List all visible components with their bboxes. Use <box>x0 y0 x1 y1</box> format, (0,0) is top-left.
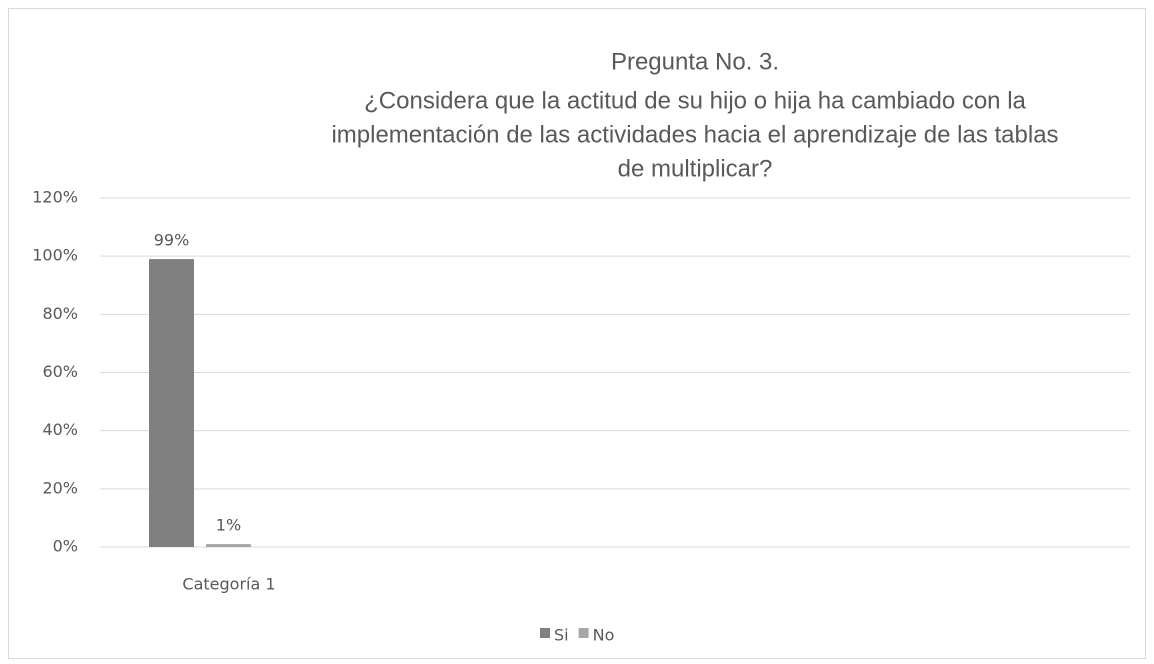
legend-swatch <box>578 628 589 638</box>
legend-label: Si <box>554 626 569 645</box>
y-tick-label: 60% <box>42 362 78 381</box>
legend-swatch <box>540 628 550 638</box>
y-tick-label: 100% <box>32 246 78 265</box>
y-tick-label: 80% <box>42 304 78 323</box>
y-tick-label: 40% <box>42 420 78 439</box>
bar <box>206 544 251 547</box>
chart-title: Pregunta No. 3. <box>611 48 779 75</box>
x-tick-label: Categoría 1 <box>182 575 275 594</box>
y-tick-label: 20% <box>42 478 78 497</box>
y-tick-label: 0% <box>53 537 78 556</box>
chart-subtitle: ¿Considera que la actitud de su hijo o h… <box>364 87 1026 114</box>
legend-label: No <box>593 626 615 645</box>
chart-frame <box>8 8 1146 659</box>
chart-subtitle: de multiplicar? <box>618 155 773 182</box>
data-label: 1% <box>216 516 241 535</box>
y-tick-label: 120% <box>32 188 78 207</box>
bar <box>149 259 194 547</box>
data-label: 99% <box>154 231 190 250</box>
chart-subtitle: implementación de las actividades hacia … <box>331 121 1058 148</box>
